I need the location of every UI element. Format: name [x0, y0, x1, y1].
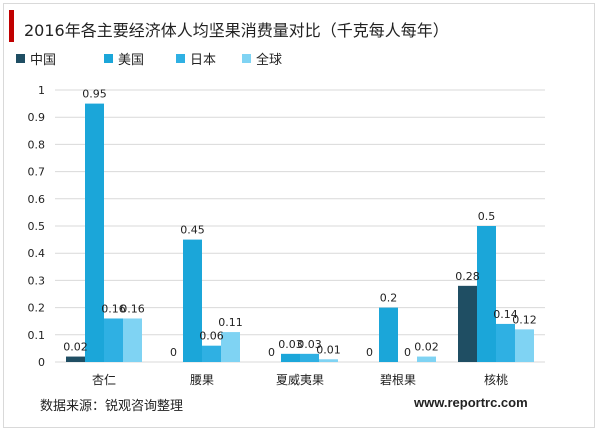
y-tick-label: 0.4 [28, 247, 46, 260]
legend-label: 中国 [30, 53, 56, 68]
data-labels: 0.020.950.160.1600.450.060.1100.030.030.… [63, 88, 537, 359]
data-label: 0 [366, 346, 373, 359]
grid-lines [55, 89, 545, 363]
legend-swatch [16, 54, 25, 63]
bar [319, 359, 338, 362]
data-label: 0.01 [316, 343, 341, 356]
legend-label: 日本 [190, 53, 216, 68]
bar [477, 226, 496, 362]
data-label: 0.95 [82, 88, 107, 101]
bar [183, 239, 202, 362]
x-axis: 杏仁 腰果 夏威夷果 碧根果 核桃 [92, 372, 508, 387]
data-label: 0.14 [493, 308, 518, 321]
y-tick-label: 0.3 [28, 274, 46, 287]
y-tick-label: 1 [38, 84, 45, 97]
data-label: 0.06 [199, 330, 224, 343]
legend: 中国 美国 日本 全球 [16, 52, 282, 68]
data-label: 0 [268, 346, 275, 359]
data-label: 0.5 [478, 210, 496, 223]
legend-swatch [242, 54, 251, 63]
y-tick-label: 0.2 [28, 302, 46, 315]
y-tick-label: 0.7 [28, 166, 46, 179]
bar [104, 318, 123, 362]
bar [379, 307, 398, 362]
y-tick-label: 0.5 [28, 220, 46, 233]
y-tick-label: 0.8 [28, 138, 46, 151]
data-label: 0 [170, 346, 177, 359]
bars [66, 103, 534, 362]
bar [515, 329, 534, 362]
title-accent-bar [9, 10, 14, 42]
bar [281, 353, 300, 362]
bar [417, 356, 436, 362]
category-label: 核桃 [484, 372, 508, 387]
category-label: 碧根果 [380, 373, 416, 387]
legend-swatch [176, 54, 185, 63]
data-label: 0.11 [218, 316, 243, 329]
data-label: 0 [404, 346, 411, 359]
y-tick-label: 0.9 [28, 111, 46, 124]
category-label: 腰果 [190, 373, 214, 387]
bar [202, 345, 221, 362]
legend-label: 全球 [256, 52, 282, 68]
data-label: 0.03 [278, 338, 303, 351]
bar [123, 318, 142, 362]
data-label: 0.02 [414, 341, 439, 354]
bar [496, 323, 515, 362]
y-axis: 0 0.1 0.2 0.3 0.4 0.5 0.6 0.7 0.8 0.9 1 [28, 84, 46, 369]
bar [458, 285, 477, 362]
data-label: 0.16 [101, 302, 126, 315]
legend-swatch [104, 54, 113, 63]
bar [300, 353, 319, 362]
data-label: 0.28 [455, 270, 480, 283]
category-label: 杏仁 [92, 373, 116, 387]
data-label: 0.2 [380, 292, 398, 305]
data-label: 0.02 [63, 341, 88, 354]
bar [66, 356, 85, 362]
category-label: 夏威夷果 [276, 372, 324, 387]
data-label: 0.03 [297, 338, 322, 351]
chart-title: 2016年各主要经济体人均坚果消费量对比（千克每人每年） [24, 21, 449, 40]
y-tick-label: 0.1 [28, 329, 46, 342]
y-tick-label: 0 [38, 356, 45, 369]
source-note: 数据来源：锐观咨询整理 [40, 399, 184, 414]
y-tick-label: 0.6 [28, 193, 46, 206]
data-label: 0.12 [512, 313, 537, 326]
bar [85, 103, 104, 362]
legend-label: 美国 [118, 53, 144, 68]
bar [221, 332, 240, 362]
data-label: 0.16 [120, 302, 145, 315]
data-label: 0.45 [180, 224, 205, 237]
website-link[interactable]: www.reportrc.com [414, 395, 528, 410]
